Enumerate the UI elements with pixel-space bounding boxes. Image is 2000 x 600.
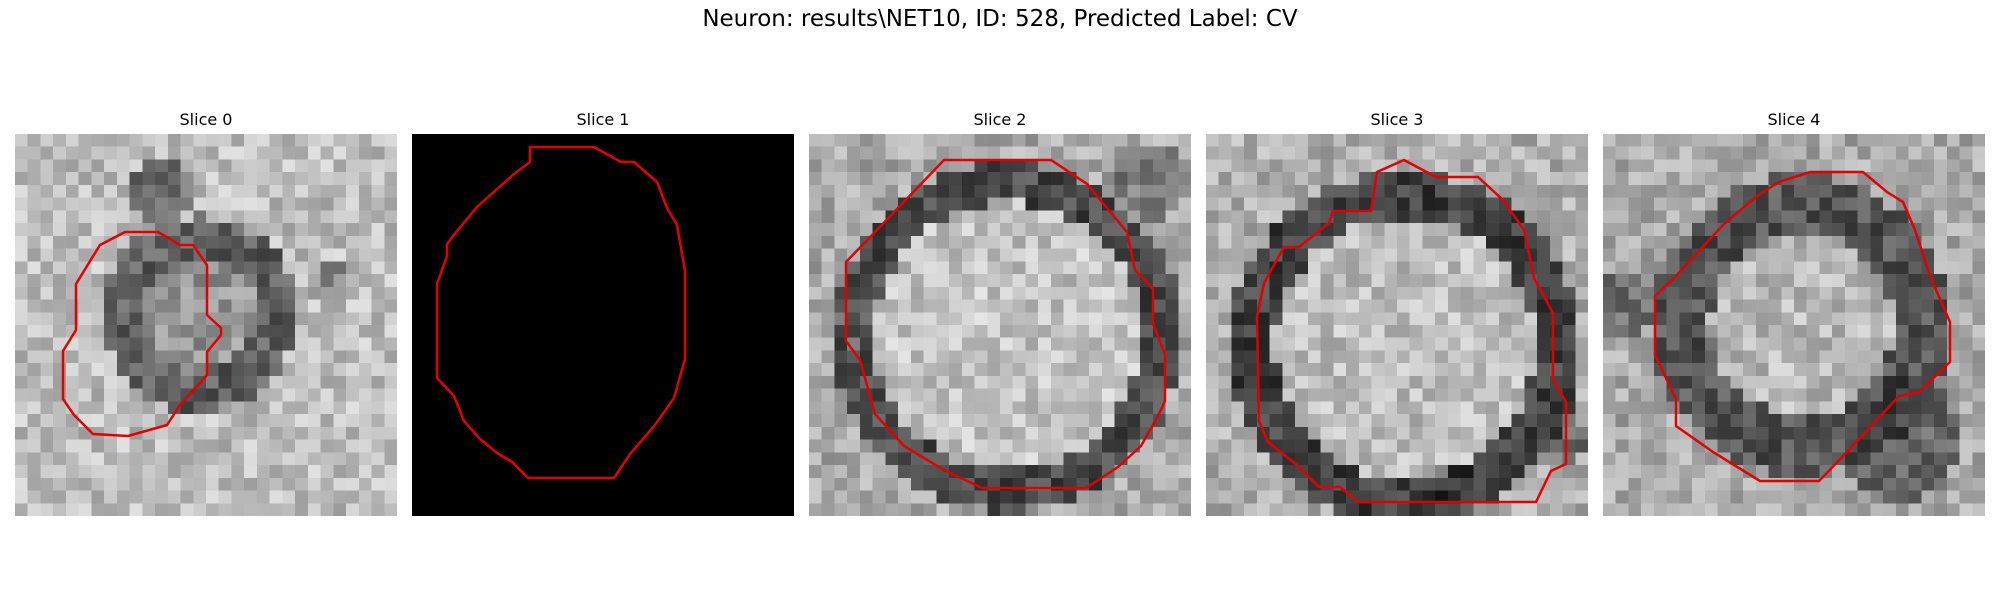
segmentation-contour xyxy=(1255,158,1568,504)
segmentation-contour xyxy=(61,230,223,438)
slice-panel-3: Slice 3 xyxy=(1206,110,1588,516)
slice-title: Slice 1 xyxy=(576,110,630,129)
segmentation-contour xyxy=(435,145,687,480)
segmentation-contour xyxy=(844,158,1167,490)
slice-panel-2: Slice 2 xyxy=(809,110,1191,516)
slice-title: Slice 2 xyxy=(973,110,1027,129)
slice-panel-0: Slice 0 xyxy=(15,110,397,516)
slice-panel-4: Slice 4 xyxy=(1603,110,1985,516)
slice-panel-1: Slice 1 xyxy=(412,110,794,516)
slice-image xyxy=(1603,134,1985,516)
figure-title: Neuron: results\NET10, ID: 528, Predicte… xyxy=(702,6,1298,32)
slice-title: Slice 0 xyxy=(179,110,233,129)
slice-image xyxy=(15,134,397,516)
slice-title: Slice 4 xyxy=(1767,110,1821,129)
slice-title: Slice 3 xyxy=(1370,110,1424,129)
slice-image xyxy=(1206,134,1588,516)
slice-image xyxy=(809,134,1191,516)
slice-image xyxy=(412,134,794,516)
segmentation-contour xyxy=(1653,170,1952,483)
